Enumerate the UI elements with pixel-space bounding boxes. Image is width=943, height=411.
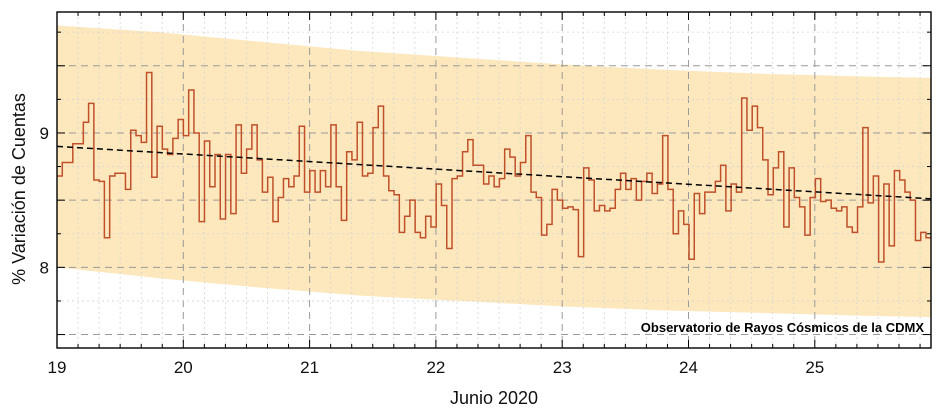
y-axis-title: % Variación de Cuentas: [9, 93, 29, 285]
uncertainty-band: [57, 25, 931, 318]
uncertainty-band-layer: [57, 25, 931, 318]
x-tick-label: 23: [553, 358, 572, 377]
y-tick-label: 8: [40, 258, 49, 277]
x-axis-title: Junio 2020: [450, 388, 538, 408]
trend-line: [57, 145, 931, 200]
series-line: [57, 71, 931, 263]
x-tick-label: 24: [679, 358, 698, 377]
x-tick-label: 19: [48, 358, 67, 377]
x-tick-label: 25: [805, 358, 824, 377]
trend-layer: [57, 145, 931, 200]
y-tick-label: 9: [40, 124, 49, 143]
grid-layer: [56, 12, 931, 348]
series-layer: [57, 71, 931, 263]
x-tick-label: 22: [426, 358, 445, 377]
source-annotation: Observatorio de Rayos Cósmicos de la CDM…: [641, 320, 925, 335]
x-tick-label: 21: [300, 358, 319, 377]
x-tick-label: 20: [174, 358, 193, 377]
tick-layer: 19 20 21 22 23 24 25 8 9: [40, 12, 931, 377]
plot-frame: [56, 11, 932, 349]
